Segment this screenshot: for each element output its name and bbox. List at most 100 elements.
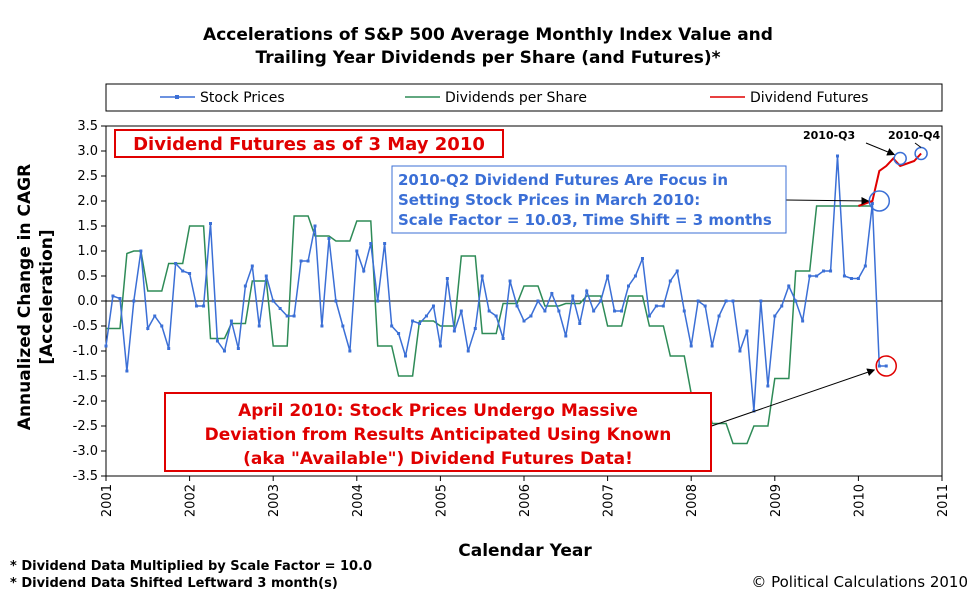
y-tick-label: 0.0 bbox=[77, 294, 98, 309]
legend-label-stock-prices: Stock Prices bbox=[200, 90, 285, 106]
footnote-scale: * Dividend Data Multiplied by Scale Fact… bbox=[10, 559, 372, 574]
data-point-stock-prices bbox=[438, 344, 442, 348]
data-point-stock-prices bbox=[633, 274, 637, 278]
data-point-stock-prices bbox=[167, 347, 171, 350]
legend-item-stock-prices: Stock Prices bbox=[160, 90, 285, 106]
data-point-stock-prices bbox=[620, 309, 624, 313]
data-point-stock-prices bbox=[146, 327, 150, 330]
x-tick-label: 2006 bbox=[518, 484, 533, 517]
annotation-arrows bbox=[699, 142, 922, 431]
y-tick-label: -0.5 bbox=[73, 319, 98, 334]
data-point-stock-prices bbox=[341, 324, 345, 328]
data-point-stock-prices bbox=[822, 269, 826, 273]
data-point-stock-prices bbox=[404, 354, 408, 358]
x-tick-label: 2010 bbox=[852, 484, 867, 517]
data-point-stock-prices bbox=[773, 314, 777, 318]
data-point-stock-prices bbox=[369, 242, 373, 245]
y-axis-label-line2: [Acceleration] bbox=[37, 229, 57, 364]
data-point-stock-prices bbox=[536, 299, 540, 303]
data-point-stock-prices bbox=[585, 289, 589, 293]
data-point-stock-prices bbox=[487, 309, 491, 313]
data-point-stock-prices bbox=[236, 347, 240, 350]
data-point-stock-prices bbox=[278, 307, 282, 310]
data-point-stock-prices bbox=[592, 309, 596, 313]
annotation-futures-date: Dividend Futures as of 3 May 2010 bbox=[114, 129, 504, 158]
data-point-stock-prices bbox=[139, 249, 143, 253]
x-tick-label: 2008 bbox=[685, 484, 700, 517]
legend: Stock Prices Dividends per Share Dividen… bbox=[105, 83, 943, 112]
data-point-stock-prices bbox=[703, 304, 707, 308]
y-tick-label: 2.0 bbox=[77, 194, 98, 209]
annotation-q2-line3: Scale Factor = 10.03, Time Shift = 3 mon… bbox=[398, 211, 772, 229]
data-point-stock-prices bbox=[829, 269, 833, 273]
data-point-stock-prices bbox=[132, 299, 136, 303]
footnote-shift: * Dividend Data Shifted Leftward 3 month… bbox=[10, 576, 338, 591]
data-point-stock-prices bbox=[696, 299, 700, 303]
data-point-stock-prices bbox=[717, 314, 721, 318]
data-point-stock-prices bbox=[787, 284, 791, 288]
data-point-stock-prices bbox=[174, 262, 178, 265]
data-point-stock-prices bbox=[640, 257, 644, 260]
chart-title-line2: Trailing Year Dividends per Share (and F… bbox=[255, 48, 720, 68]
data-point-stock-prices bbox=[571, 294, 575, 298]
data-point-stock-prices bbox=[202, 304, 206, 308]
data-point-stock-prices bbox=[160, 324, 164, 328]
legend-marker bbox=[175, 95, 179, 99]
data-point-stock-prices bbox=[327, 237, 331, 240]
x-tick-label: 2007 bbox=[602, 484, 617, 517]
y-tick-label: 0.5 bbox=[77, 269, 98, 284]
legend-label-dividends: Dividends per Share bbox=[445, 90, 587, 106]
data-point-stock-prices bbox=[292, 314, 296, 318]
y-tick-label: -3.5 bbox=[73, 469, 98, 484]
data-point-stock-prices bbox=[661, 304, 665, 308]
data-point-stock-prices bbox=[682, 309, 686, 313]
arrow-q4 bbox=[914, 142, 922, 148]
label-2010-q4: 2010-Q4 bbox=[888, 129, 941, 142]
data-point-stock-prices bbox=[794, 299, 798, 303]
data-point-stock-prices bbox=[870, 202, 874, 205]
data-point-stock-prices bbox=[411, 319, 415, 323]
data-point-stock-prices bbox=[849, 277, 853, 280]
data-point-stock-prices bbox=[557, 309, 561, 313]
data-point-stock-prices bbox=[383, 242, 387, 245]
x-axis: 2001 2002 2003 2004 2005 2006 2007 2008 2009 2010… bbox=[100, 476, 951, 517]
highlight-circle bbox=[875, 355, 897, 377]
x-tick-label: 2011 bbox=[936, 484, 951, 517]
credit: © Political Calculations 2010 bbox=[751, 573, 968, 591]
y-tick-label: 1.5 bbox=[77, 219, 98, 234]
arrow-q2 bbox=[785, 196, 870, 205]
data-point-stock-prices bbox=[877, 364, 881, 368]
y-tick-label: -1.0 bbox=[73, 344, 98, 359]
x-tick-label: 2003 bbox=[267, 484, 282, 517]
data-point-stock-prices bbox=[606, 274, 610, 278]
y-tick-label: 2.5 bbox=[77, 169, 98, 184]
data-point-stock-prices bbox=[452, 329, 456, 333]
data-point-stock-prices bbox=[466, 349, 470, 353]
annotation-april: April 2010: Stock Prices Undergo Massive… bbox=[164, 392, 712, 472]
data-point-stock-prices bbox=[320, 324, 324, 328]
data-point-stock-prices bbox=[550, 292, 554, 295]
x-tick-label: 2005 bbox=[434, 484, 449, 517]
data-point-stock-prices bbox=[355, 249, 359, 253]
data-point-stock-prices bbox=[118, 297, 122, 300]
series-group bbox=[104, 146, 928, 445]
data-point-stock-prices bbox=[515, 304, 519, 308]
data-point-stock-prices bbox=[257, 324, 261, 328]
data-point-stock-prices bbox=[306, 259, 310, 263]
data-point-stock-prices bbox=[418, 322, 421, 325]
data-point-stock-prices bbox=[801, 319, 805, 323]
series-line-dividends-per-share bbox=[106, 205, 873, 445]
data-point-stock-prices bbox=[654, 304, 658, 308]
data-point-stock-prices bbox=[766, 384, 770, 388]
data-point-stock-prices bbox=[863, 264, 867, 268]
data-point-stock-prices bbox=[188, 272, 192, 275]
data-point-stock-prices bbox=[731, 299, 735, 303]
y-tick-label: 1.0 bbox=[77, 244, 98, 259]
data-point-stock-prices bbox=[222, 349, 226, 353]
data-point-stock-prices bbox=[209, 222, 212, 225]
label-2010-q3: 2010-Q3 bbox=[803, 129, 855, 142]
data-point-stock-prices bbox=[529, 314, 533, 318]
data-point-stock-prices bbox=[675, 269, 679, 273]
annotation-q2-line2: Setting Stock Prices in March 2010: bbox=[398, 191, 700, 209]
